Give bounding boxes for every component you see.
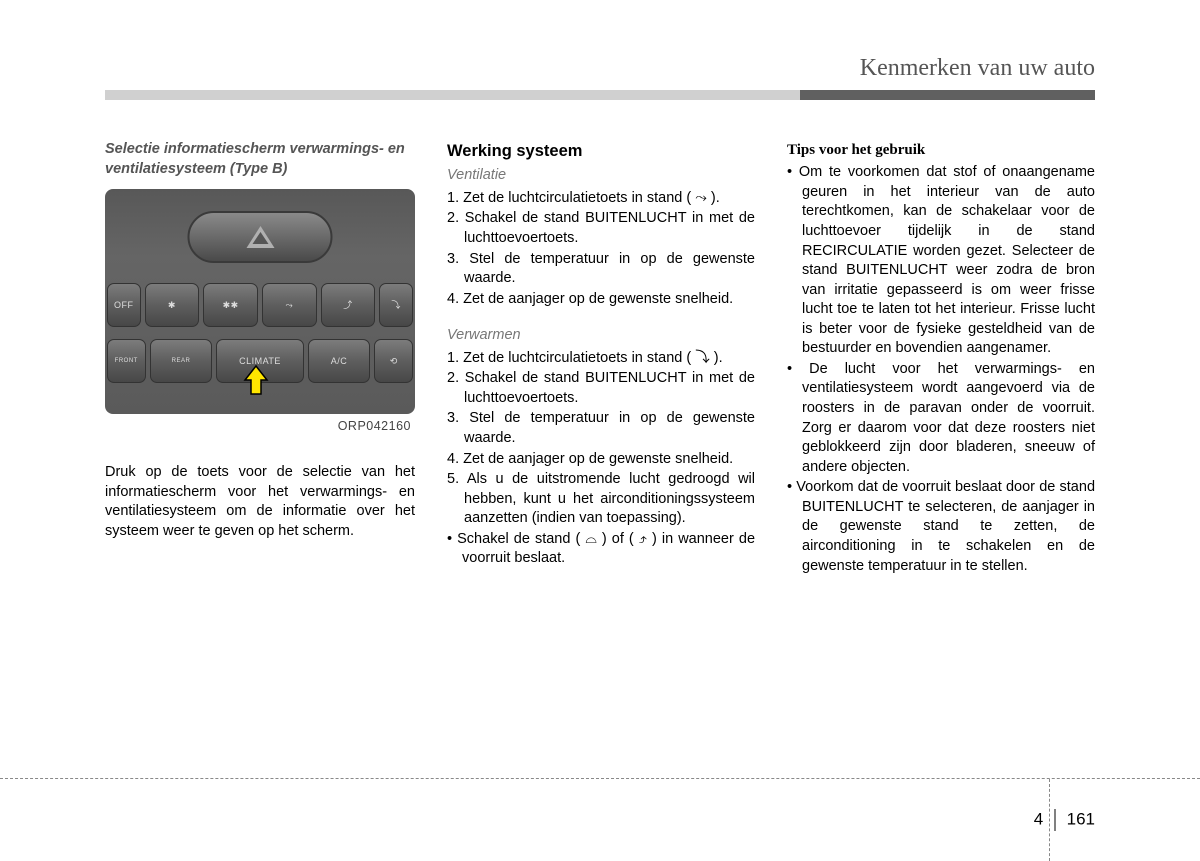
panel-btn-mode2: ⤴ — [321, 283, 376, 327]
page-footer: 4 161 — [1034, 809, 1095, 831]
list-item: 2. Schakel de stand BUITENLUCHT in met d… — [447, 209, 755, 248]
climate-panel-image: OFF ✱ ✱✱ ⤳ ⤴ ⤵ FRONT REAR CLIMATE A/C ⟲ — [105, 189, 415, 414]
panel-btn-mode3: ⤵ — [379, 283, 413, 327]
list-item: 4. Zet de aanjager op de gewenste snelhe… — [447, 290, 755, 310]
arrow-pointer-icon — [241, 364, 271, 398]
header-title: Kenmerken van uw auto — [105, 55, 1095, 82]
spacer — [447, 310, 755, 326]
hazard-triangle-icon — [246, 226, 274, 248]
right-heading: Tips voor het gebruik — [787, 140, 1095, 160]
crop-mark-horizontal — [0, 778, 1200, 779]
mid-column: Werking systeem Ventilatie 1. Zet de luc… — [447, 140, 755, 577]
list-item: Schakel de stand ( ⌓ ) of ( ⤴ ) in wanne… — [447, 530, 755, 569]
panel-btn-off: OFF — [107, 283, 141, 327]
list-item: De lucht voor het verwarmings- en ventil… — [787, 360, 1095, 477]
panel-row-1: OFF ✱ ✱✱ ⤳ ⤴ ⤵ — [105, 281, 415, 329]
list-item: 1. Zet de luchtcirculatietoets in stand … — [447, 189, 755, 209]
hazard-button — [188, 211, 333, 263]
header-rule-light — [105, 90, 800, 100]
list-item: 4. Zet de aanjager op de gewenste snelhe… — [447, 450, 755, 470]
ventilatie-title: Ventilatie — [447, 166, 755, 186]
header-rule-dark — [800, 90, 1095, 100]
panel-btn-rear: REAR — [150, 339, 213, 383]
page-number: 161 — [1067, 809, 1095, 828]
panel-btn-mode1: ⤳ — [262, 283, 317, 327]
verwarmen-list: 1. Zet de luchtcirculatietoets in stand … — [447, 349, 755, 529]
content-area: Selectie informatiescherm verwarmings- e… — [105, 140, 1095, 577]
verwarmen-title: Verwarmen — [447, 326, 755, 346]
panel-btn-ac: A/C — [308, 339, 371, 383]
panel-btn-fan1: ✱ — [145, 283, 200, 327]
right-column: Tips voor het gebruik Om te voorkomen da… — [787, 140, 1095, 577]
list-item: 3. Stel de temperatuur in op de gewenste… — [447, 250, 755, 289]
list-item: 5. Als u de uitstromende lucht gedroogd … — [447, 470, 755, 529]
header-rule — [105, 90, 1095, 100]
spacer — [105, 447, 415, 463]
list-item: Voorkom dat de voorruit beslaat door de … — [787, 478, 1095, 576]
panel-btn-recirc: ⟲ — [374, 339, 413, 383]
mid-heading: Werking systeem — [447, 140, 755, 162]
ventilatie-list: 1. Zet de luchtcirculatietoets in stand … — [447, 189, 755, 309]
list-item: Om te voorkomen dat stof of onaangename … — [787, 163, 1095, 359]
left-column: Selectie informatiescherm verwarmings- e… — [105, 140, 415, 577]
left-body-text: Druk op de toets voor de selectie van he… — [105, 463, 415, 541]
list-item: 3. Stel de temperatuur in op de gewenste… — [447, 409, 755, 448]
page-header: Kenmerken van uw auto — [105, 55, 1095, 100]
verwarmen-bullet: Schakel de stand ( ⌓ ) of ( ⤴ ) in wanne… — [447, 530, 755, 569]
tips-list: Om te voorkomen dat stof of onaangename … — [787, 163, 1095, 576]
list-item: 1. Zet de luchtcirculatietoets in stand … — [447, 349, 755, 369]
panel-btn-front: FRONT — [107, 339, 146, 383]
chapter-number: 4 — [1034, 809, 1043, 828]
page-divider — [1054, 809, 1056, 831]
image-caption: ORP042160 — [105, 418, 415, 435]
left-heading: Selectie informatiescherm verwarmings- e… — [105, 140, 415, 179]
list-item: 2. Schakel de stand BUITENLUCHT in met d… — [447, 369, 755, 408]
panel-btn-fan2: ✱✱ — [203, 283, 258, 327]
climate-panel-figure: OFF ✱ ✱✱ ⤳ ⤴ ⤵ FRONT REAR CLIMATE A/C ⟲ — [105, 189, 415, 435]
